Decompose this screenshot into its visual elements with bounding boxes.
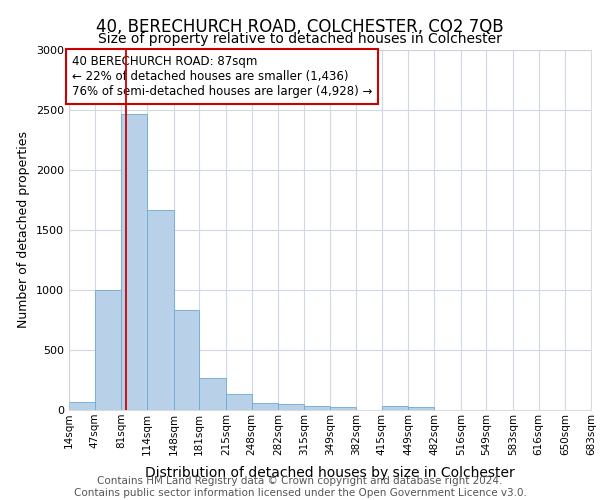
Bar [251,404,278,410]
Bar [199,378,226,410]
Text: Contains HM Land Registry data © Crown copyright and database right 2024.
Contai: Contains HM Land Registry data © Crown c… [74,476,526,498]
Bar [95,290,121,410]
Bar [382,406,409,410]
Bar [278,404,304,410]
Text: 40, BERECHURCH ROAD, COLCHESTER, CO2 7QB: 40, BERECHURCH ROAD, COLCHESTER, CO2 7QB [96,18,504,36]
Bar [147,210,173,410]
Bar [409,407,434,410]
Bar [69,402,95,410]
Bar [331,407,356,410]
Text: 40 BERECHURCH ROAD: 87sqm
← 22% of detached houses are smaller (1,436)
76% of se: 40 BERECHURCH ROAD: 87sqm ← 22% of detac… [71,56,372,98]
Y-axis label: Number of detached properties: Number of detached properties [17,132,31,328]
Bar [173,310,199,410]
Bar [226,394,251,410]
X-axis label: Distribution of detached houses by size in Colchester: Distribution of detached houses by size … [145,466,515,480]
Bar [121,114,147,410]
Text: Size of property relative to detached houses in Colchester: Size of property relative to detached ho… [98,32,502,46]
Bar [304,406,331,410]
